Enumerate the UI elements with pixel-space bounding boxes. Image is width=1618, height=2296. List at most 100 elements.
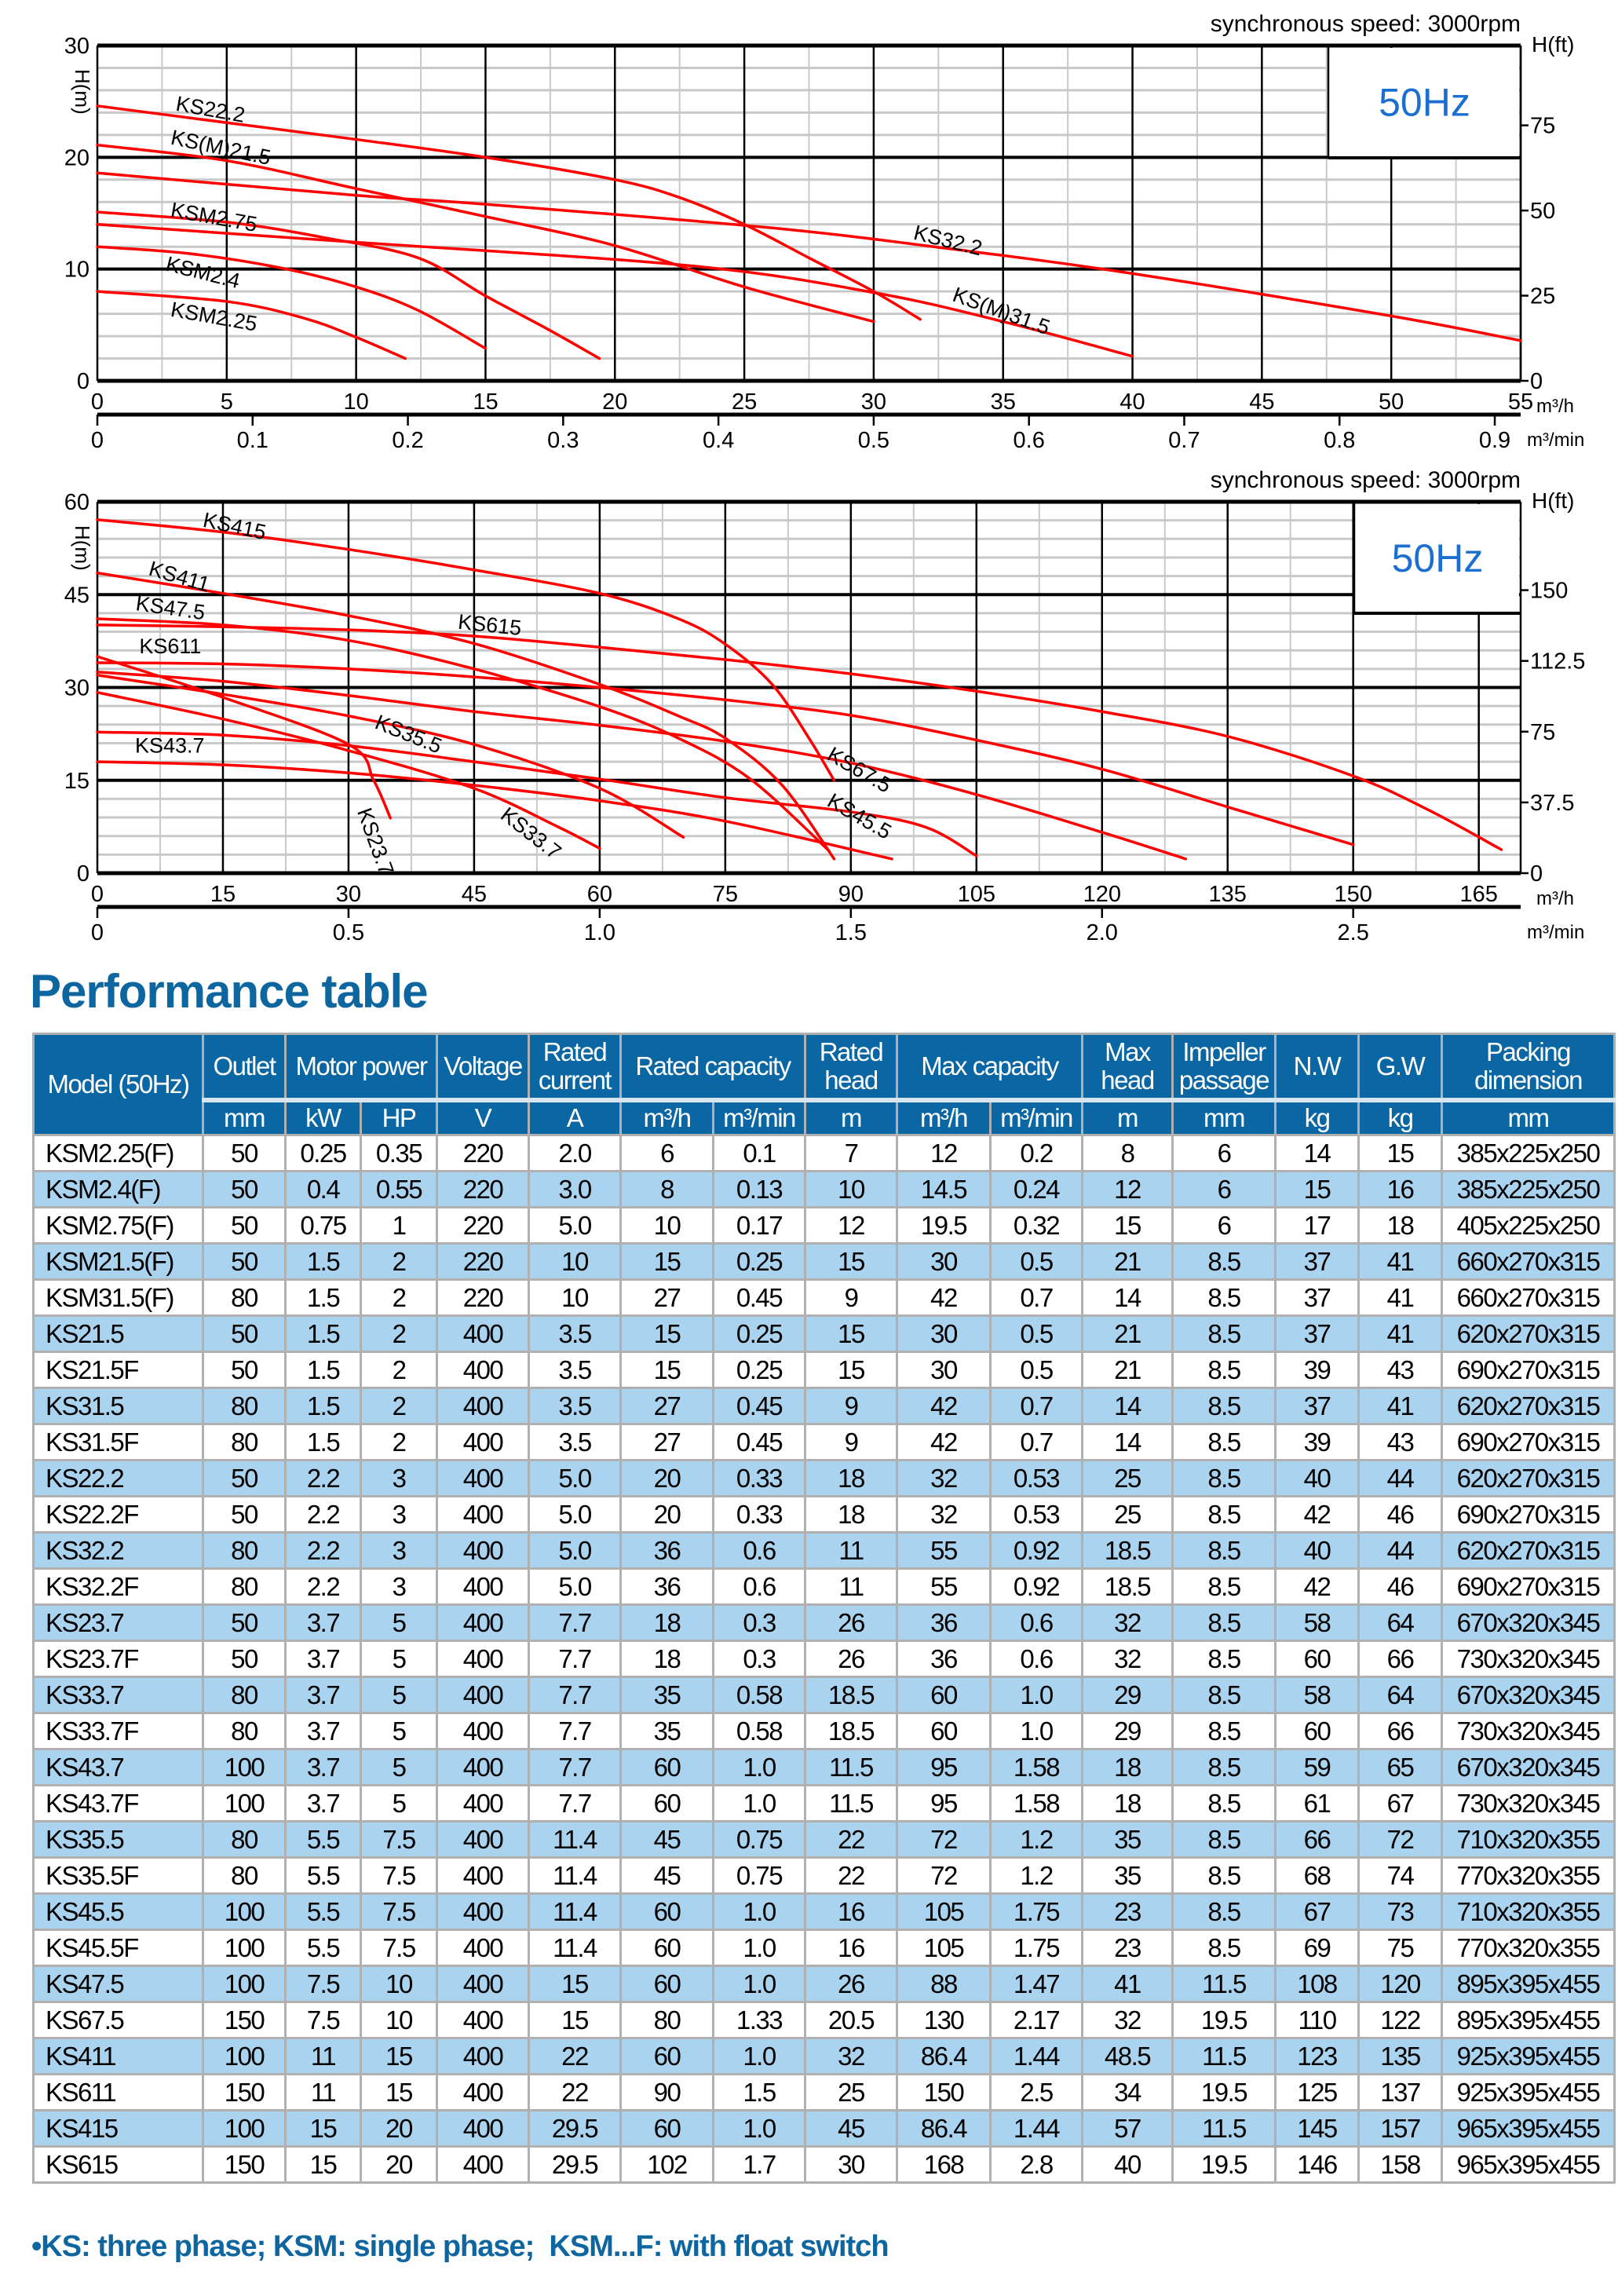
table-cell: 0.24 [989, 1170, 1083, 1208]
col-rated-capacity: Rated capacity [619, 1033, 806, 1102]
curve-ks415 [96, 518, 836, 782]
table-cell: 1.0 [712, 1965, 806, 2003]
table-cell: 14 [1081, 1278, 1174, 1317]
table-row: KS21.5 50 1.5 2 400 3.5 15 0.25 15 30 0.5 21 8.5 37 41… [32, 1314, 1616, 1353]
table-cell: 2 [360, 1351, 438, 1389]
x-tick-label: 135 [1209, 882, 1247, 907]
performance-curves: 50Hz synchronous speed: 3000rpm 0 10 20 30 H(m… [64, 11, 1586, 942]
table-cell: 925x395x455 [1441, 2073, 1616, 2111]
y-tick-label: 15 [64, 769, 89, 794]
x-tick-label: 15 [473, 389, 498, 415]
table-cell: 50 [202, 1640, 287, 1678]
table-cell: 0.25 [712, 1351, 806, 1389]
y2-tick-label: 75 [1530, 720, 1555, 745]
table-cell: 150 [202, 2001, 287, 2039]
table-cell: 21 [1081, 1242, 1174, 1281]
table-cell: 95 [896, 1784, 992, 1823]
table-cell: 15 [1274, 1170, 1360, 1208]
table-cell: 620x270x315 [1441, 1459, 1616, 1497]
table-cell: 0.5 [989, 1242, 1083, 1281]
table-cell: 730x320x345 [1441, 1640, 1616, 1678]
x-tick-label: 105 [958, 882, 995, 907]
x2-tick-label: 0.9 [1479, 428, 1510, 453]
table-cell: 11 [804, 1567, 898, 1606]
table-row: KS31.5F 80 1.5 2 400 3.5 27 0.45 9 42 0.7 14 8.5 39 43… [32, 1423, 1616, 1461]
table-row: KS31.5 80 1.5 2 400 3.5 27 0.45 9 42 0.7 14 8.5 37 41 6… [32, 1387, 1616, 1425]
table-cell: 60 [619, 1784, 714, 1823]
table-cell: 29 [1081, 1712, 1174, 1750]
table-cell: 0.7 [989, 1387, 1083, 1425]
table-cell: 690x270x315 [1441, 1351, 1616, 1389]
table-cell: 2.2 [284, 1459, 362, 1497]
table-cell: 3.7 [284, 1603, 362, 1642]
table-cell: 15 [1081, 1206, 1174, 1245]
x-tick-label: 10 [344, 389, 369, 415]
table-cell: 19.5 [896, 1206, 992, 1245]
table-cell: 0.58 [712, 1712, 806, 1750]
table-cell: 1.75 [989, 1929, 1083, 1967]
col-outlet: Outlet [202, 1033, 287, 1102]
table-cell: 27 [619, 1387, 714, 1425]
table-cell: 50 [202, 1603, 287, 1642]
table-cell: 100 [202, 1929, 287, 1967]
table-cell: 11.5 [1171, 2109, 1277, 2148]
x2-tick-label: 0.6 [1014, 428, 1045, 453]
table-cell: 150 [202, 2145, 287, 2184]
table-cell: 15 [804, 1351, 898, 1389]
table-cell: 9 [804, 1278, 898, 1317]
table-cell: 400 [436, 1603, 530, 1642]
table-cell: 158 [1357, 2145, 1443, 2184]
table-cell: 690x270x315 [1441, 1495, 1616, 1534]
table-cell: 400 [436, 1748, 530, 1786]
table-cell: 105 [896, 1892, 992, 1931]
table-cell: 16 [1357, 1170, 1443, 1208]
x2-tick-label: 1.0 [584, 920, 615, 942]
table-cell: 8.5 [1171, 1459, 1277, 1497]
table-cell: 7.5 [284, 2001, 362, 2039]
table-cell: 0.35 [360, 1134, 438, 1172]
table-cell: 1.5 [284, 1423, 362, 1461]
table-cell: 32 [896, 1459, 992, 1497]
table-cell: 39 [1274, 1351, 1360, 1389]
table-cell: 50 [202, 1134, 287, 1172]
table-cell: 10 [619, 1206, 714, 1245]
table-cell: 7.7 [528, 1676, 622, 1714]
table-cell: 36 [896, 1603, 992, 1642]
table-cell: 20.5 [804, 2001, 898, 2039]
table-row: KS43.7 100 3.7 5 400 7.7 60 1.0 11.5 95 1.58 18 8.5 5… [32, 1748, 1616, 1786]
table-cell: 1.75 [989, 1892, 1083, 1931]
table-cell: 60 [1274, 1712, 1360, 1750]
unit-cell: kg [1274, 1098, 1360, 1136]
table-cell: 108 [1274, 1965, 1360, 2003]
table-cell: 60 [896, 1676, 992, 1714]
table-cell: 5.0 [528, 1531, 622, 1570]
table-cell: 67 [1357, 1784, 1443, 1823]
table-cell: 18 [619, 1640, 714, 1678]
unit-cell: A [528, 1098, 622, 1136]
col-rated-current: Rated current [528, 1033, 622, 1102]
table-cell: 14 [1081, 1387, 1174, 1425]
table-cell: 895x395x455 [1441, 2001, 1616, 2039]
x-tick-label: 75 [713, 882, 738, 907]
table-cell: 29.5 [528, 2145, 622, 2184]
table-cell: 0.25 [712, 1314, 806, 1353]
table-cell: 41 [1357, 1278, 1443, 1317]
table-cell: 400 [436, 1314, 530, 1353]
table-cell: 15 [360, 2073, 438, 2111]
col-max-head: Max head [1081, 1033, 1174, 1102]
table-cell: 11 [284, 2037, 362, 2075]
table-cell: 8.5 [1171, 1892, 1277, 1931]
table-cell: 220 [436, 1206, 530, 1245]
table-cell: 80 [202, 1820, 287, 1859]
table-row: KS33.7F 80 3.7 5 400 7.7 35 0.58 18.5 60 1.0 29 8.5 6… [32, 1712, 1616, 1750]
table-cell: 710x320x355 [1441, 1892, 1616, 1931]
table-cell: 137 [1357, 2073, 1443, 2111]
model-cell: KSM2.4(F) [32, 1170, 204, 1208]
table-cell: 8.5 [1171, 1712, 1277, 1750]
table-cell: 0.45 [712, 1278, 806, 1317]
table-cell: 16 [804, 1929, 898, 1967]
curve-label: KS411 [146, 557, 212, 597]
table-cell: 8.5 [1171, 1567, 1277, 1606]
table-cell: 400 [436, 1784, 530, 1823]
